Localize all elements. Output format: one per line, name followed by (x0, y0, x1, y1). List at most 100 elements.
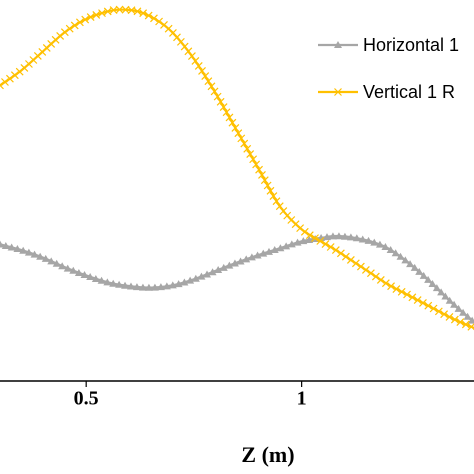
series-point (138, 283, 147, 291)
series-point (266, 186, 275, 195)
series-point (328, 232, 337, 240)
series-point (450, 300, 459, 308)
series-point (461, 320, 470, 329)
series-point (91, 274, 100, 282)
series-point (86, 273, 95, 281)
x-tick-labels: 0.511 (74, 381, 307, 410)
series-point (0, 240, 4, 248)
series-point (155, 17, 163, 26)
series-point (258, 171, 266, 179)
series-point (180, 42, 189, 51)
series-point (10, 71, 19, 80)
series-point (340, 232, 349, 240)
series-point (70, 21, 79, 30)
series-point (392, 285, 401, 293)
legend-label: Horizontal 1 (363, 35, 459, 55)
series-point (1, 78, 9, 86)
series-point (445, 313, 454, 321)
series-point (1, 242, 10, 250)
series-point (316, 237, 325, 245)
series-line (0, 234, 474, 324)
series-point (240, 139, 249, 148)
legend-label: Vertical 1 R (363, 82, 455, 102)
series-point (213, 92, 222, 101)
series-point (243, 144, 252, 153)
series-point (249, 155, 258, 164)
series-point (242, 255, 251, 263)
legend-entry: Horizontal 1 (318, 35, 459, 55)
series-point (30, 250, 39, 258)
series-point (445, 296, 454, 304)
series-point (370, 238, 379, 246)
series-point (264, 247, 273, 255)
series-point (428, 279, 437, 287)
series-point (260, 176, 269, 185)
series-point (272, 197, 281, 206)
series-point (214, 266, 223, 274)
series-point (456, 318, 465, 326)
series-point (162, 282, 171, 290)
series-point (413, 296, 422, 305)
series-point (69, 266, 78, 274)
series-point (255, 165, 263, 174)
x-axis-title: Z (m) (241, 442, 294, 467)
series-point (401, 256, 410, 264)
series-point (358, 235, 367, 243)
series-point (247, 253, 256, 261)
series-point (437, 288, 446, 296)
series-point (132, 283, 141, 291)
series-point (210, 87, 219, 96)
legend-marker (334, 88, 342, 96)
series-point (126, 282, 135, 290)
series-point (121, 281, 130, 289)
series-point (376, 276, 385, 284)
x-tick-label: 1 (297, 388, 307, 410)
series-point (24, 248, 33, 256)
series-point (184, 47, 193, 56)
series-point (419, 271, 428, 279)
series-vertical (0, 5, 474, 331)
series-point (323, 233, 332, 241)
series-point (60, 28, 69, 37)
series-point (305, 231, 314, 240)
series-point (203, 270, 212, 278)
series-point (408, 293, 417, 302)
series-point (454, 304, 463, 312)
series-point (440, 310, 449, 319)
series-point (346, 256, 355, 264)
series-point (231, 124, 240, 132)
series-point (253, 251, 262, 259)
series-point (97, 276, 106, 284)
series-point (186, 276, 195, 284)
x-tick-label: 0.5 (74, 388, 99, 410)
series-point (361, 265, 370, 274)
series-point (225, 261, 234, 269)
series-point (287, 240, 296, 248)
series-point (424, 301, 433, 310)
series-point (197, 272, 206, 280)
series-point (230, 259, 239, 267)
series-point (36, 252, 45, 260)
series-point (275, 202, 284, 211)
series-point (410, 263, 419, 271)
series-point (282, 242, 291, 250)
series-point (386, 246, 395, 254)
legend-entry: Vertical 1 R (318, 82, 455, 102)
series-point (6, 74, 14, 83)
series-point (188, 52, 196, 61)
series-point (419, 298, 427, 307)
series-point (352, 234, 361, 242)
series-point (65, 24, 74, 33)
series-point (225, 113, 234, 122)
series-point (133, 7, 142, 16)
series-point (208, 268, 217, 276)
series-point (191, 57, 200, 65)
series-point (321, 240, 330, 248)
series-point (194, 62, 203, 70)
series-point (80, 271, 89, 279)
series-point (15, 67, 24, 76)
series-point (387, 282, 395, 291)
series-point (7, 243, 16, 251)
series-point (92, 11, 101, 19)
